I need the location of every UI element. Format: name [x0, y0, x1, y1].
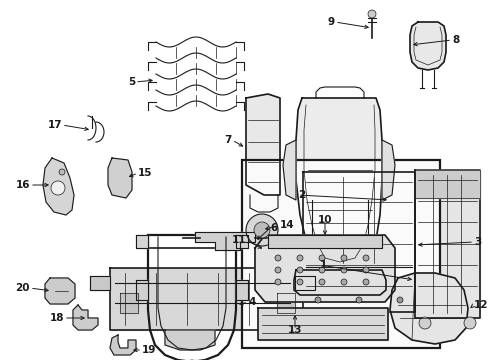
Circle shape — [363, 267, 369, 273]
Text: 13: 13 — [288, 325, 302, 335]
Polygon shape — [295, 276, 315, 290]
Circle shape — [319, 267, 325, 273]
Text: 17: 17 — [48, 120, 62, 130]
Polygon shape — [303, 172, 415, 312]
Text: 5: 5 — [128, 77, 135, 87]
Polygon shape — [268, 235, 382, 248]
Circle shape — [319, 255, 325, 261]
Circle shape — [297, 279, 303, 285]
Polygon shape — [120, 293, 138, 313]
Polygon shape — [410, 22, 446, 70]
Polygon shape — [246, 94, 280, 195]
Polygon shape — [73, 305, 98, 330]
Polygon shape — [108, 158, 132, 198]
Circle shape — [246, 214, 278, 246]
Text: 18: 18 — [49, 313, 64, 323]
Text: 9: 9 — [328, 17, 335, 27]
Circle shape — [464, 317, 476, 329]
Polygon shape — [390, 273, 468, 344]
Polygon shape — [415, 170, 480, 318]
Circle shape — [356, 297, 362, 303]
Text: 12: 12 — [474, 300, 489, 310]
Polygon shape — [258, 308, 388, 340]
Polygon shape — [45, 278, 75, 304]
Text: 1: 1 — [320, 260, 327, 270]
Circle shape — [397, 297, 403, 303]
Circle shape — [341, 279, 347, 285]
Text: 7: 7 — [224, 135, 232, 145]
Circle shape — [341, 267, 347, 273]
Text: 2: 2 — [298, 190, 305, 200]
Text: 20: 20 — [16, 283, 30, 293]
Circle shape — [275, 279, 281, 285]
Circle shape — [275, 267, 281, 273]
Text: 4: 4 — [248, 297, 255, 307]
Circle shape — [363, 279, 369, 285]
Polygon shape — [136, 235, 148, 248]
Polygon shape — [110, 335, 136, 355]
Circle shape — [51, 181, 65, 195]
Text: 16: 16 — [16, 180, 30, 190]
Text: 10: 10 — [318, 215, 332, 225]
Polygon shape — [415, 170, 480, 198]
Polygon shape — [283, 140, 296, 200]
Polygon shape — [90, 276, 110, 290]
Circle shape — [363, 255, 369, 261]
Polygon shape — [382, 140, 395, 200]
Polygon shape — [165, 330, 215, 350]
Circle shape — [297, 267, 303, 273]
Circle shape — [315, 297, 321, 303]
Text: 11: 11 — [231, 235, 246, 245]
Text: 14: 14 — [280, 220, 294, 230]
Polygon shape — [236, 235, 248, 248]
Circle shape — [254, 222, 270, 238]
Polygon shape — [136, 280, 148, 300]
Polygon shape — [255, 235, 395, 302]
Circle shape — [275, 255, 281, 261]
Circle shape — [419, 317, 431, 329]
Polygon shape — [195, 232, 255, 250]
Polygon shape — [236, 280, 248, 300]
Polygon shape — [294, 270, 386, 295]
Text: 8: 8 — [452, 35, 459, 45]
Circle shape — [368, 10, 376, 18]
Circle shape — [319, 279, 325, 285]
Polygon shape — [110, 268, 295, 330]
Circle shape — [59, 169, 65, 175]
Circle shape — [341, 255, 347, 261]
Polygon shape — [277, 293, 295, 313]
Text: 19: 19 — [142, 345, 156, 355]
Polygon shape — [296, 98, 382, 272]
Polygon shape — [43, 158, 74, 215]
Text: 15: 15 — [138, 168, 152, 178]
Bar — [242, 160, 440, 348]
Text: 6: 6 — [270, 223, 277, 233]
Circle shape — [297, 255, 303, 261]
Text: 3: 3 — [474, 237, 481, 247]
